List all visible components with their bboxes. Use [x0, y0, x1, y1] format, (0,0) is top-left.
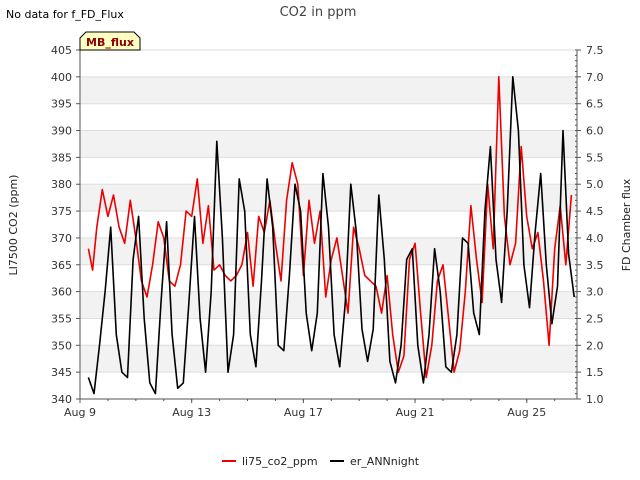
y2-axis-label: FD Chamber flux: [620, 178, 633, 271]
y2-tick-label: 7.0: [586, 71, 604, 84]
y-tick-label: 390: [51, 125, 72, 138]
chart-title: CO2 in ppm: [280, 5, 357, 20]
y2-tick-label: 1.0: [586, 393, 604, 406]
y-tick-label: 385: [51, 151, 72, 164]
y-axis-label: LI7500 CO2 (ppm): [7, 175, 20, 276]
x-tick-label: Aug 21: [396, 406, 435, 419]
y2-tick-label: 2.5: [586, 312, 604, 325]
y2-tick-label: 6.5: [586, 98, 604, 111]
y-tick-label: 395: [51, 98, 72, 111]
x-tick-label: Aug 9: [64, 406, 96, 419]
series-line-li75-co2-ppm: [87, 76, 573, 379]
y-tick-label: 340: [51, 393, 72, 406]
legend-label-li75: li75_co2_ppm: [242, 455, 318, 468]
grid-band: [80, 76, 577, 104]
mb-flux-label: MB_flux: [86, 36, 134, 49]
y2-tick-label: 3.5: [586, 259, 604, 272]
y2-tick-label: 3.0: [586, 286, 604, 299]
y-tick-label: 355: [51, 312, 72, 325]
y2-tick-label: 6.0: [586, 125, 604, 138]
y-tick-label: 370: [51, 232, 72, 245]
mb-flux-badge: MB_flux: [79, 31, 141, 51]
y2-tick-label: 5.5: [586, 151, 604, 164]
y-tick-label: 350: [51, 339, 72, 352]
y2-tick-label: 5.0: [586, 178, 604, 191]
x-tick-label: Aug 17: [284, 406, 323, 419]
y-tick-label: 400: [51, 71, 72, 84]
y2-tick-label: 2.0: [586, 339, 604, 352]
y-tick-label: 405: [51, 44, 72, 57]
grid-band: [80, 345, 577, 373]
y-tick-label: 380: [51, 178, 72, 191]
y2-tick-label: 4.0: [586, 232, 604, 245]
series-line-er-annnight: [87, 76, 575, 395]
y-tick-label: 360: [51, 286, 72, 299]
x-tick-label: Aug 25: [507, 406, 546, 419]
y-tick-label: 375: [51, 205, 72, 218]
series-layer: [87, 76, 575, 395]
grid-band: [80, 130, 577, 158]
legend-label-annnight: er_ANNnight: [350, 455, 420, 468]
y-tick-label: 345: [51, 366, 72, 379]
legend: li75_co2_ppm er_ANNnight: [222, 455, 420, 468]
x-tick-label: Aug 13: [172, 406, 211, 419]
y2-tick-label: 1.5: [586, 366, 604, 379]
no-data-note: No data for f_FD_Flux: [6, 8, 124, 21]
y2-tick-label: 7.5: [586, 44, 604, 57]
axes: 340 345 350 355 360 365 370 375 380 385 390 395 400 4…: [51, 44, 604, 419]
grid-band: [80, 184, 577, 212]
y-tick-label: 365: [51, 259, 72, 272]
y2-tick-label: 4.5: [586, 205, 604, 218]
grid-band: [80, 291, 577, 319]
